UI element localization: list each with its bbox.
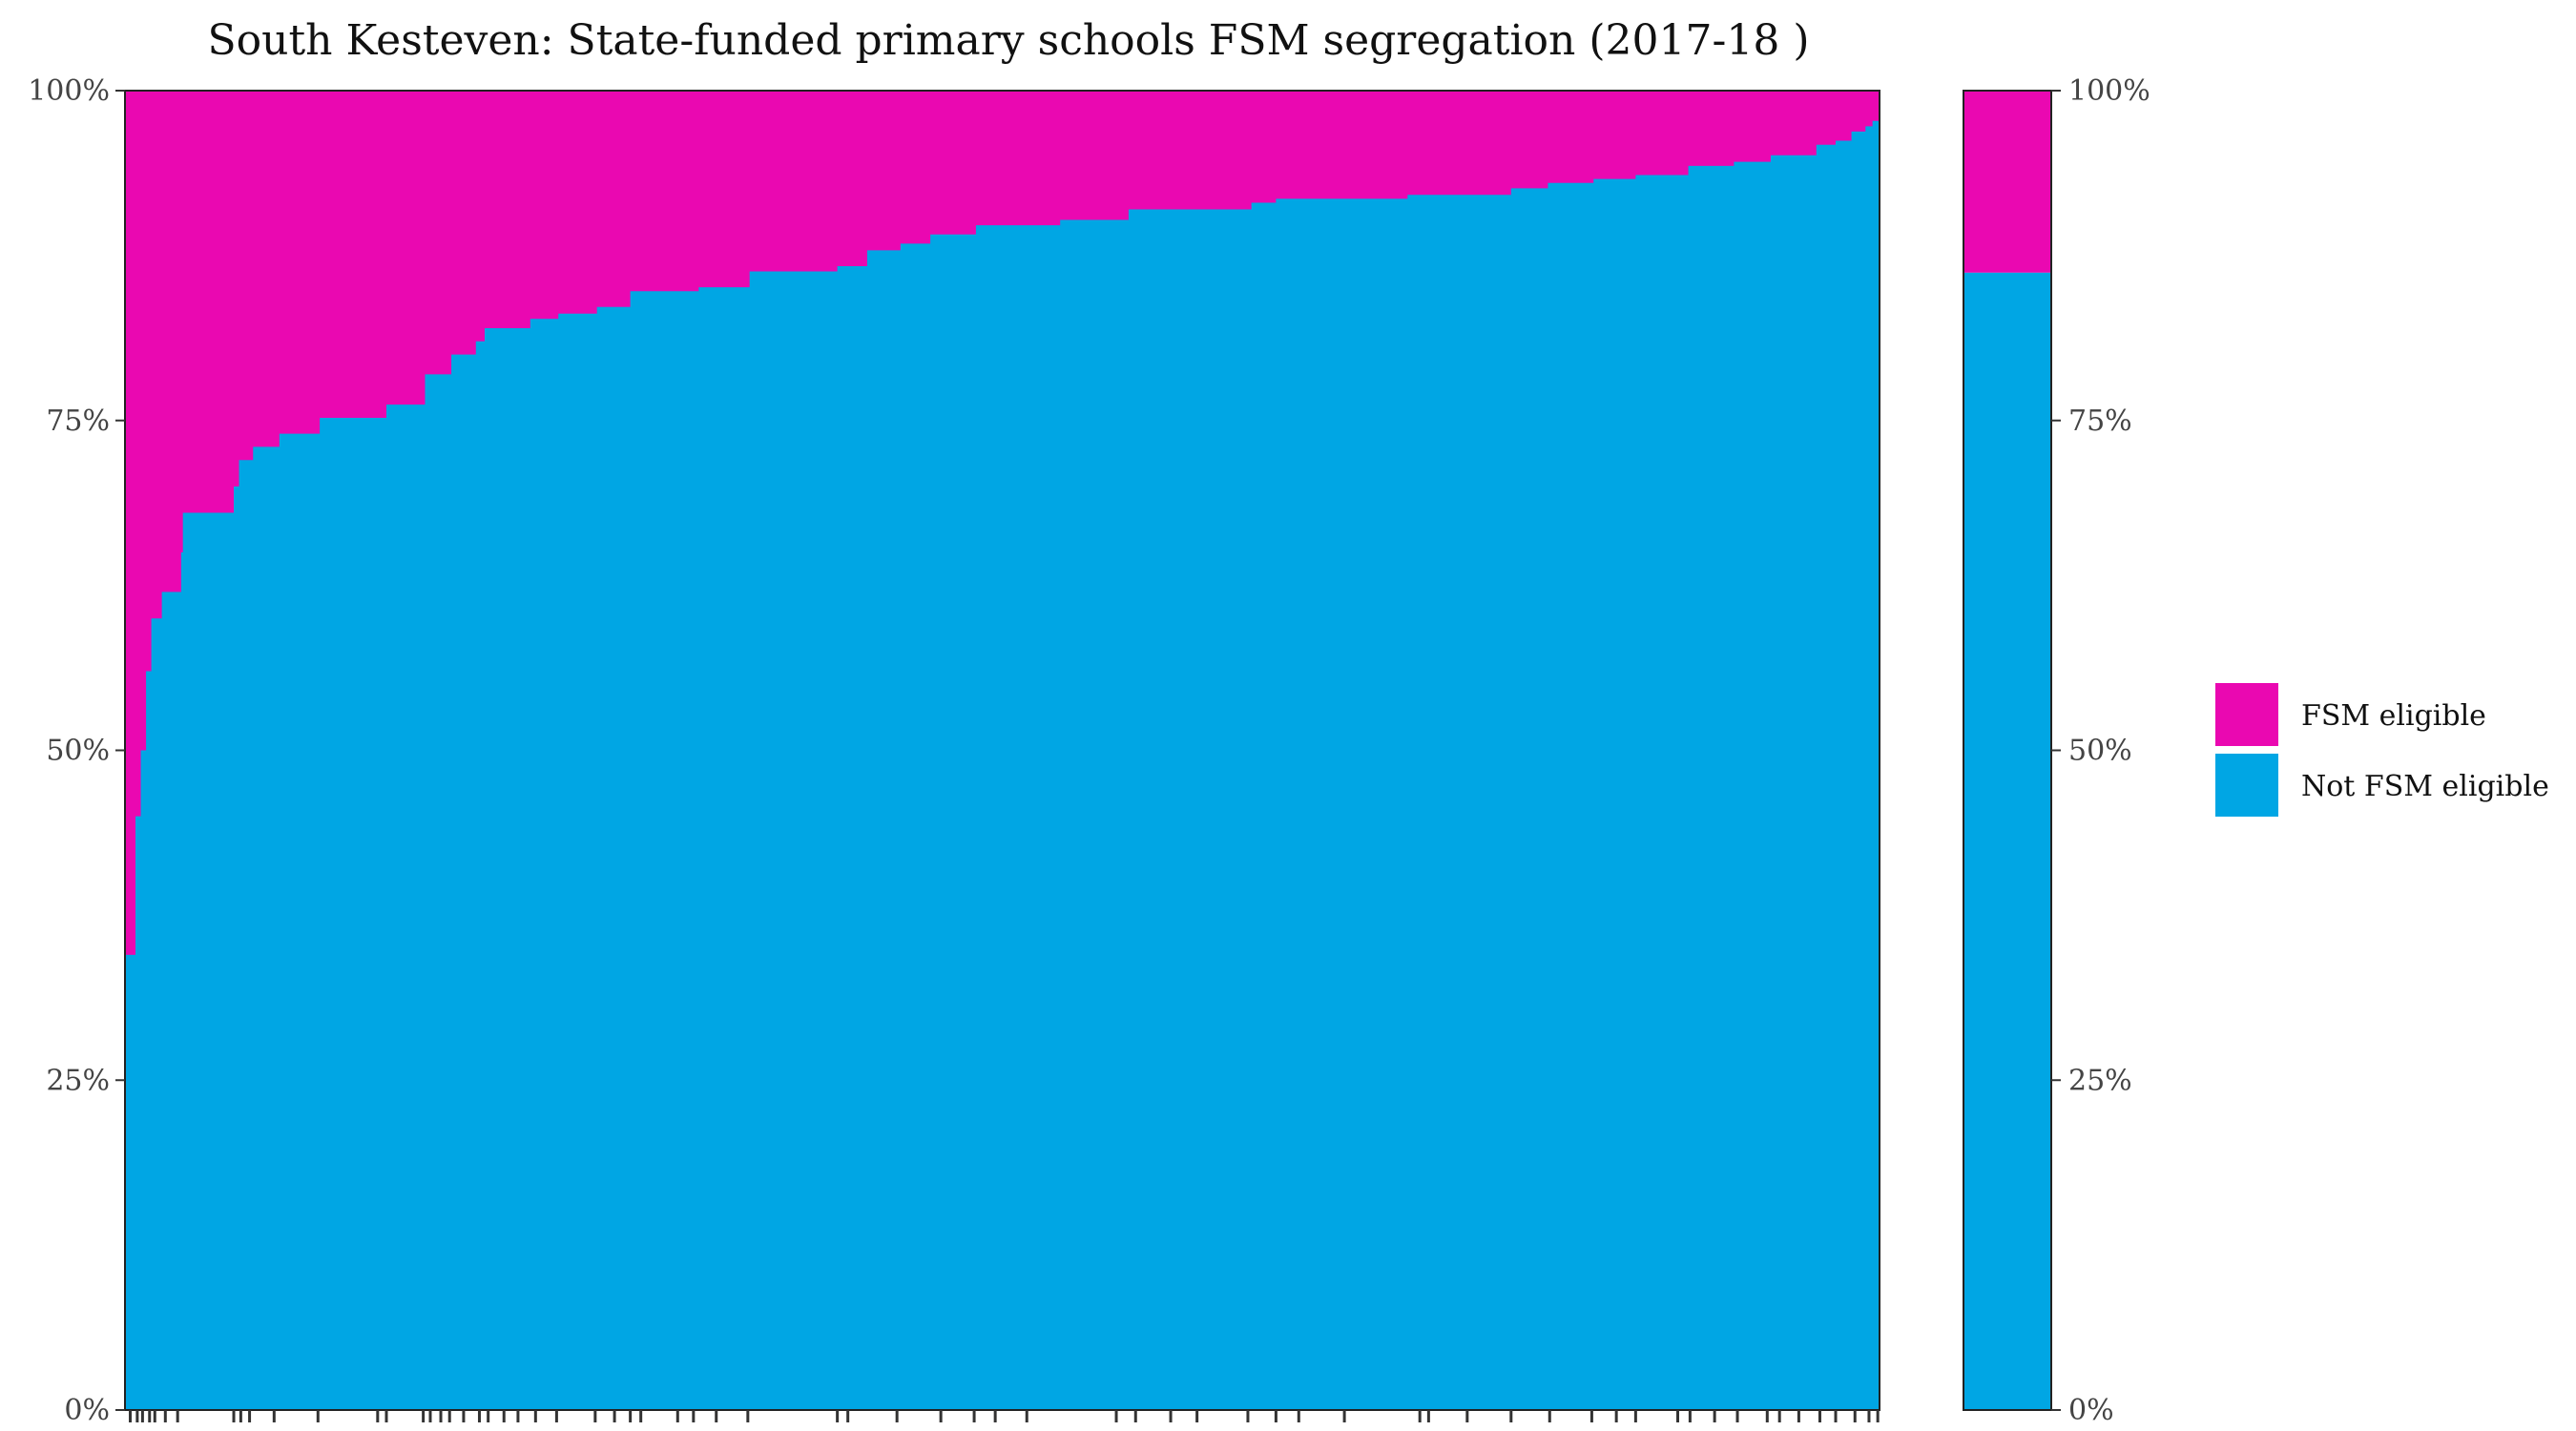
legend-swatch-fsm-eligible bbox=[2215, 683, 2278, 746]
overall-fsm-eligible-segment bbox=[1963, 91, 2051, 273]
left-y-tick-label: 0% bbox=[64, 1394, 110, 1427]
left-y-tick-label: 75% bbox=[46, 404, 110, 438]
segregation-area-plot bbox=[124, 90, 1880, 1411]
left-y-tick-label: 50% bbox=[46, 735, 110, 768]
right-y-tick-label: 0% bbox=[2068, 1394, 2114, 1427]
legend: FSM eligible Not FSM eligible bbox=[2215, 683, 2549, 817]
right-y-tick-label: 50% bbox=[2068, 735, 2132, 768]
overall-not-fsm-eligible-segment bbox=[1963, 272, 2051, 1410]
left-y-tick-label: 100% bbox=[28, 74, 110, 108]
school-rug-ticks bbox=[129, 1410, 1880, 1422]
left-y-tick-label: 25% bbox=[46, 1064, 110, 1097]
legend-swatch-not-fsm-eligible bbox=[2215, 754, 2278, 817]
chart-title: South Kesteven: State-funded primary sch… bbox=[208, 16, 1810, 65]
not-fsm-eligible-area bbox=[125, 120, 1880, 1411]
legend-label-fsm-eligible: FSM eligible bbox=[2301, 699, 2486, 733]
right-y-axis: 0% 25% 50% 75% 100% bbox=[2051, 74, 2150, 1427]
left-y-axis: 0% 25% 50% 75% 100% bbox=[28, 74, 125, 1427]
overall-share-bar bbox=[1963, 90, 2052, 1411]
right-y-tick-label: 75% bbox=[2068, 404, 2132, 438]
right-y-tick-label: 100% bbox=[2068, 74, 2150, 108]
legend-label-not-fsm-eligible: Not FSM eligible bbox=[2301, 770, 2549, 803]
right-y-tick-label: 25% bbox=[2068, 1064, 2132, 1097]
